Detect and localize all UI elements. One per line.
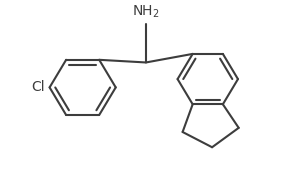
Text: Cl: Cl (32, 80, 45, 94)
Text: NH$_2$: NH$_2$ (132, 3, 160, 19)
